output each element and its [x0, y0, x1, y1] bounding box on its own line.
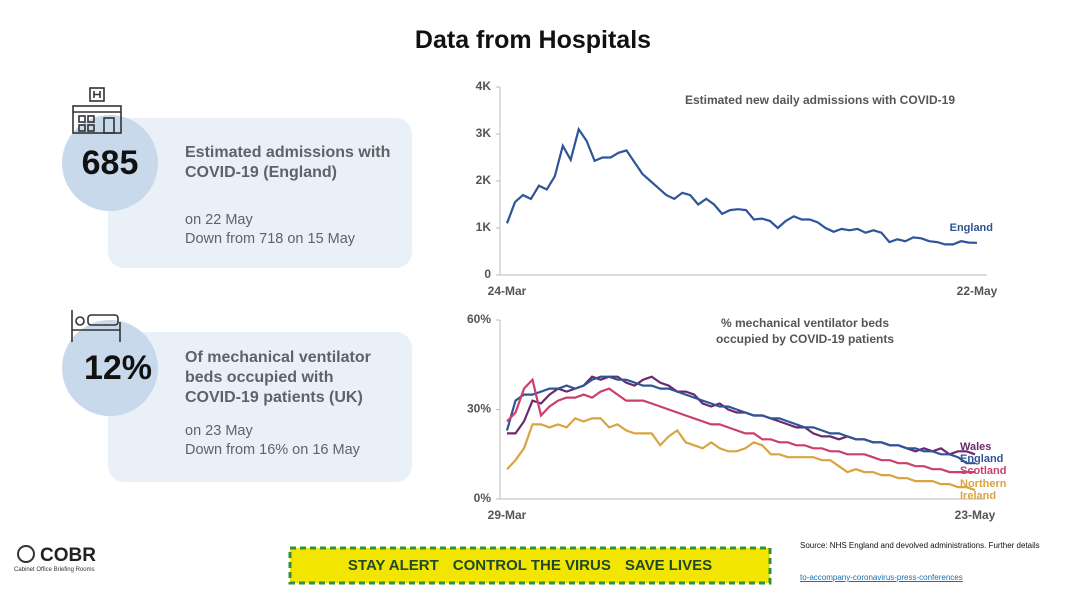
card-date: on 23 May [185, 423, 253, 439]
chart-title: % mechanical ventilator beds occupied by… [715, 316, 895, 346]
chart-title: Estimated new daily admissions with COVI… [685, 93, 955, 107]
card-lead: Of mechanical ventilator beds occupied w… [185, 349, 371, 406]
logo-sub: Cabinet Office Briefing Rooms [14, 567, 95, 573]
y-tick-label: 1K [476, 220, 492, 234]
x-tick-label: 29-Mar [488, 508, 527, 522]
y-tick-label: 2K [476, 173, 492, 187]
card-number: 12% [83, 349, 153, 387]
y-tick-label: 3K [476, 126, 492, 140]
source-note: Source: NHS England and devolved adminis… [800, 541, 1040, 550]
series-label: England [960, 453, 1004, 465]
series-label: England [949, 222, 993, 234]
x-tick-label: 24-Mar [488, 284, 527, 298]
logo-crest [17, 545, 35, 563]
source-link[interactable]: to-accompany-coronavirus-press-conferenc… [800, 573, 963, 582]
series-label: Northern Ireland [960, 478, 1007, 502]
card-bg [108, 332, 412, 482]
y-tick-label: 0% [474, 491, 492, 505]
series-label: Scotland [960, 465, 1007, 477]
data-line [505, 375, 975, 465]
banner [288, 546, 772, 585]
y-tick-label: 30% [467, 402, 491, 416]
banner-phrase: STAY ALERT [347, 557, 439, 574]
card-circle [62, 320, 158, 416]
card-number: 685 [81, 144, 139, 182]
data-line [506, 377, 975, 474]
y-tick-label: 4K [476, 79, 492, 93]
card-change: Down from 16% on 16 May [185, 442, 360, 458]
card-circle [62, 115, 158, 211]
hospital-icon [72, 87, 122, 134]
card-date: on 22 May [185, 212, 253, 228]
y-tick-label: 0 [484, 267, 491, 281]
card-lead: Estimated admissions with COVID-19 (Engl… [185, 144, 391, 181]
card-bg [108, 118, 412, 268]
bed-icon [71, 310, 121, 342]
x-tick-label: 22-May [957, 284, 998, 298]
banner-text: STAY ALERT CONTROL THE VIRUS SAVE LIVES [290, 557, 770, 574]
chart-title-box: % mechanical ventilator beds occupied by… [715, 316, 895, 346]
x-tick-label: 23-May [955, 508, 996, 522]
slide-title: Data from Hospitals [414, 26, 652, 54]
data-line [506, 417, 976, 492]
series-label: Wales [960, 441, 992, 453]
banner-phrase: SAVE LIVES [624, 557, 713, 574]
card-change: Down from 718 on 15 May [185, 231, 356, 247]
y-tick-label: 60% [467, 312, 491, 326]
banner-phrase: CONTROL THE VIRUS [452, 557, 611, 574]
logo-text: COBR [40, 545, 96, 566]
data-line [505, 126, 978, 246]
